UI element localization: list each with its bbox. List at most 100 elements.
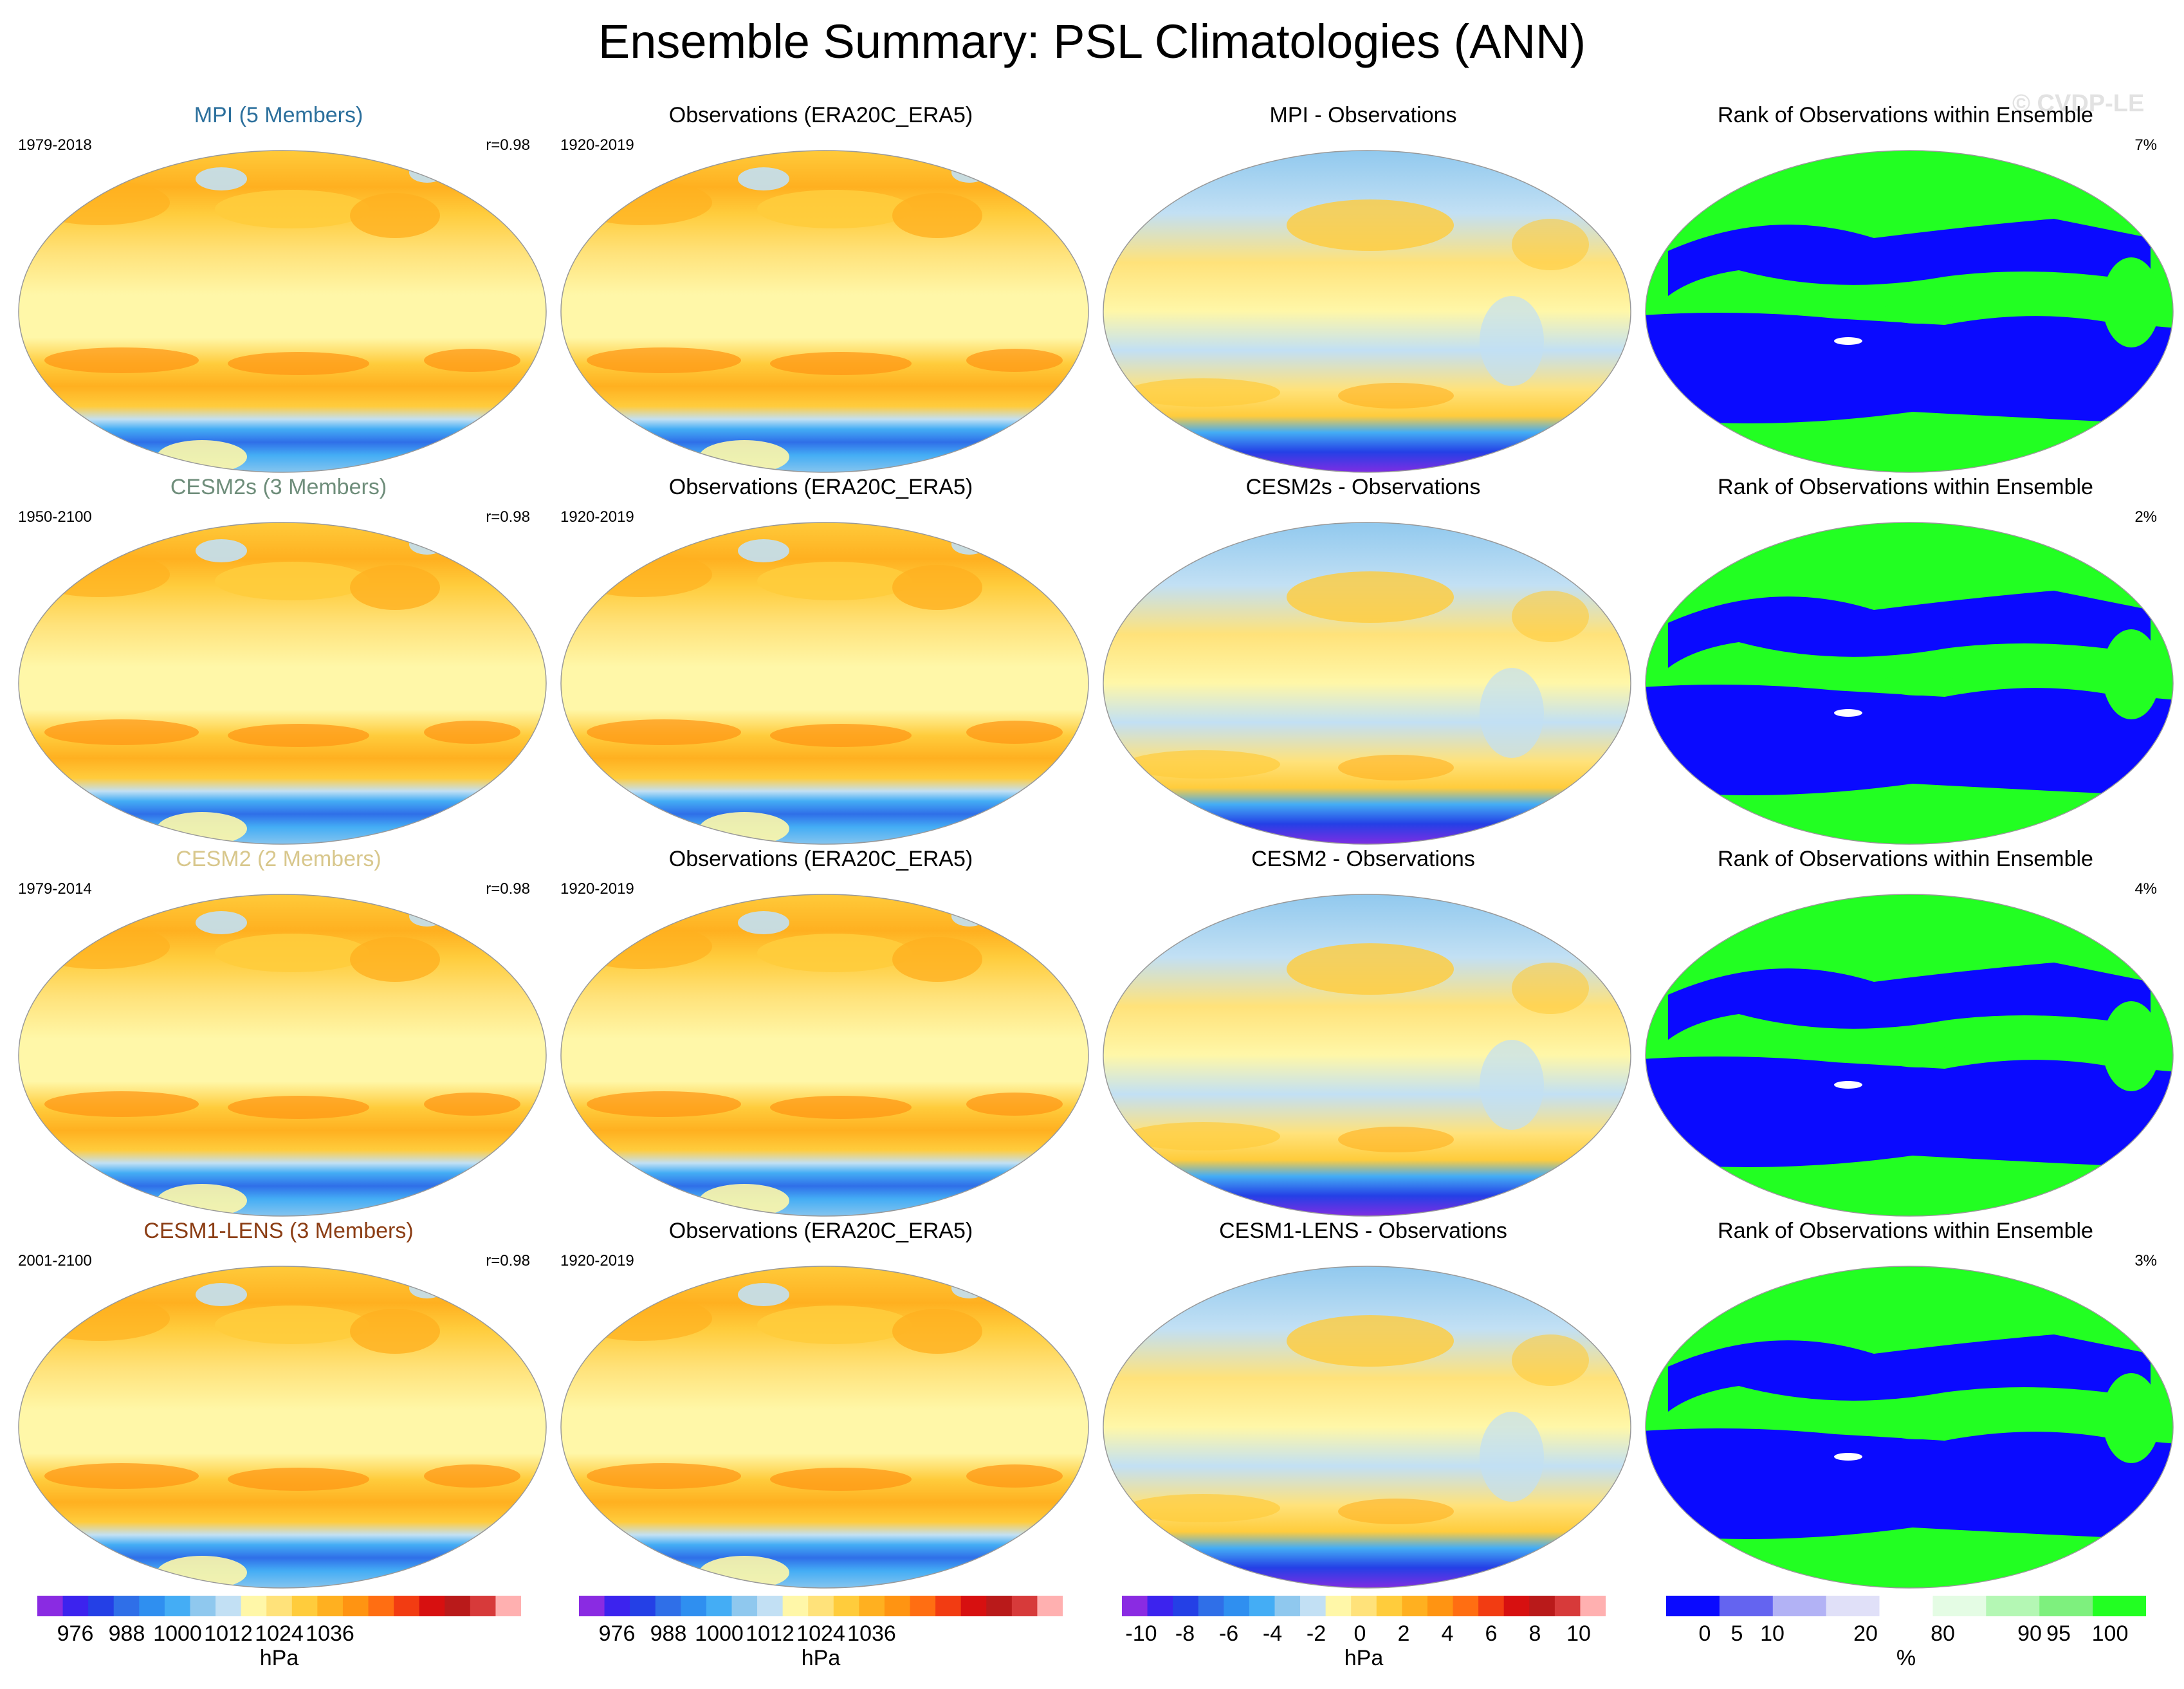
colorbar-tick-label: 1012 bbox=[746, 1621, 794, 1646]
colorbar-tick-label: 80 bbox=[1931, 1621, 1955, 1646]
colorbar-swatch bbox=[757, 1596, 784, 1616]
panel-diff-row2: CESM2s - Observations bbox=[1092, 475, 1634, 847]
model-map-area bbox=[15, 892, 549, 1219]
colorbar-tick-label: 976 bbox=[57, 1621, 94, 1646]
rank-map bbox=[1645, 1266, 2174, 1589]
colorbar-tick-label: 8 bbox=[1528, 1621, 1541, 1646]
colorbar-swatch bbox=[1772, 1596, 1827, 1616]
rank-panel-title: Rank of Observations within Ensemble bbox=[1718, 475, 2093, 499]
colorbar-swatch bbox=[808, 1596, 834, 1616]
year-range: 1979-2014 bbox=[18, 880, 92, 898]
colorbar-tick-label: 976 bbox=[598, 1621, 636, 1646]
colorbar-swatch bbox=[782, 1596, 809, 1616]
rank-panel-title: Rank of Observations within Ensemble bbox=[1718, 103, 2093, 127]
colorbar-swatch bbox=[1402, 1596, 1428, 1616]
colorbar-unit: hPa bbox=[259, 1646, 299, 1670]
colorbar-swatch bbox=[1666, 1596, 1720, 1616]
rank-panel-title: Rank of Observations within Ensemble bbox=[1718, 1219, 2093, 1243]
colorbar-swatch bbox=[681, 1596, 707, 1616]
colorbar-swatch bbox=[394, 1596, 420, 1616]
colorbar-swatch bbox=[1325, 1596, 1352, 1616]
colorbar-swatch bbox=[859, 1596, 885, 1616]
panel-obs-row3: Observations (ERA20C_ERA5) 1920-2019 bbox=[550, 847, 1092, 1219]
pattern-correlation: r=0.98 bbox=[486, 136, 530, 154]
colorbar-swatch bbox=[706, 1596, 732, 1616]
model-panel-title: CESM2 (2 Members) bbox=[176, 847, 381, 871]
obs-map bbox=[560, 894, 1089, 1217]
colorbar-tick-label: 10 bbox=[1760, 1621, 1785, 1646]
colorbar-swatch bbox=[445, 1596, 471, 1616]
colorbar-swatch bbox=[1300, 1596, 1326, 1616]
rank-percentage: 4% bbox=[2134, 880, 2157, 898]
colorbar-swatch bbox=[986, 1596, 1013, 1616]
year-range: 1920-2019 bbox=[560, 880, 634, 898]
colorbar-swatch bbox=[241, 1596, 267, 1616]
colorbar-swatches bbox=[37, 1596, 522, 1616]
colorbar-swatch bbox=[1427, 1596, 1454, 1616]
colorbar-swatch bbox=[604, 1596, 630, 1616]
colorbar-tick-label: 1012 bbox=[204, 1621, 253, 1646]
colorbar-tick-label: 10 bbox=[1566, 1621, 1591, 1646]
colorbar-tick-label: -2 bbox=[1306, 1621, 1326, 1646]
colorbar-tick-label: 0 bbox=[1354, 1621, 1366, 1646]
colorbar-swatch bbox=[1147, 1596, 1173, 1616]
panel-model-row4: CESM1-LENS (3 Members) 2001-2100 r=0.98 bbox=[8, 1219, 549, 1591]
colorbar-swatch bbox=[291, 1596, 318, 1616]
rank-percentage: 2% bbox=[2134, 508, 2157, 526]
colorbar-swatch bbox=[1011, 1596, 1038, 1616]
diff-panel-title: MPI - Observations bbox=[1269, 103, 1457, 127]
model-map bbox=[18, 894, 547, 1217]
colorbar-rank: 0 5 10 20 80 90 95 100% bbox=[1666, 1596, 2147, 1670]
colorbar-swatches bbox=[579, 1596, 1063, 1616]
colorbar-swatch bbox=[1503, 1596, 1530, 1616]
colorbar-tick-label: 1024 bbox=[796, 1621, 845, 1646]
panel-model-row2: CESM2s (3 Members) 1950-2100 r=0.98 bbox=[8, 475, 549, 847]
obs-map bbox=[560, 1266, 1089, 1589]
model-panel-title: CESM2s (3 Members) bbox=[170, 475, 387, 499]
colorbar-swatch bbox=[731, 1596, 758, 1616]
diff-map bbox=[1103, 1266, 1631, 1589]
colorbar-swatch bbox=[1351, 1596, 1377, 1616]
panel-rank-row4: Rank of Observations within Ensemble 3% bbox=[1635, 1219, 2176, 1591]
colorbar-swatch bbox=[113, 1596, 140, 1616]
colorbar-tick-label: 1036 bbox=[847, 1621, 896, 1646]
colorbar-unit: hPa bbox=[1344, 1646, 1384, 1670]
colorbar-swatch bbox=[62, 1596, 89, 1616]
panel-model-row1: MPI (5 Members) 1979-2018 r=0.98 bbox=[8, 103, 549, 475]
colorbar-swatch bbox=[1986, 1596, 2040, 1616]
colorbar-swatches bbox=[1666, 1596, 2147, 1616]
rank-map-area bbox=[1642, 148, 2176, 475]
colorbar-unit: % bbox=[1896, 1646, 1916, 1670]
colorbar-tick-label: 1000 bbox=[153, 1621, 202, 1646]
colorbar-swatch bbox=[1580, 1596, 1606, 1616]
rank-map bbox=[1645, 522, 2174, 845]
diff-map bbox=[1103, 150, 1631, 473]
colorbar-swatches bbox=[1122, 1596, 1606, 1616]
model-panel-title: MPI (5 Members) bbox=[194, 103, 363, 127]
diff-map-area bbox=[1100, 520, 1634, 847]
obs-map-area bbox=[558, 148, 1092, 475]
colorbar-tick-label: 95 bbox=[2046, 1621, 2071, 1646]
diff-panel-title: CESM2 - Observations bbox=[1251, 847, 1475, 871]
colorbar-tick-label: 2 bbox=[1397, 1621, 1410, 1646]
colorbar-tick-label: 100 bbox=[2091, 1621, 2129, 1646]
obs-panel-title: Observations (ERA20C_ERA5) bbox=[668, 1219, 973, 1243]
diff-map-area bbox=[1100, 148, 1634, 475]
colorbar-swatch bbox=[1224, 1596, 1250, 1616]
colorbar-tick-label: 5 bbox=[1730, 1621, 1743, 1646]
rank-map-area bbox=[1642, 1264, 2176, 1591]
diff-map-area bbox=[1100, 892, 1634, 1219]
pattern-correlation: r=0.98 bbox=[486, 508, 530, 526]
colorbar-swatch bbox=[1554, 1596, 1581, 1616]
colorbar-swatch bbox=[1453, 1596, 1479, 1616]
year-range: 1979-2018 bbox=[18, 136, 92, 154]
colorbar-swatch bbox=[470, 1596, 496, 1616]
colorbar-swatch bbox=[2039, 1596, 2093, 1616]
obs-panel-title: Observations (ERA20C_ERA5) bbox=[668, 847, 973, 871]
colorbar-swatch bbox=[630, 1596, 656, 1616]
colorbar-tick-label: 90 bbox=[2017, 1621, 2042, 1646]
watermark: © CVDP-LE bbox=[2012, 90, 2145, 117]
colorbar-swatch bbox=[216, 1596, 242, 1616]
colorbar-psl1: 976 988 1000 1012 1024 1036 hPa bbox=[37, 1596, 522, 1670]
colorbar-swatch bbox=[88, 1596, 115, 1616]
